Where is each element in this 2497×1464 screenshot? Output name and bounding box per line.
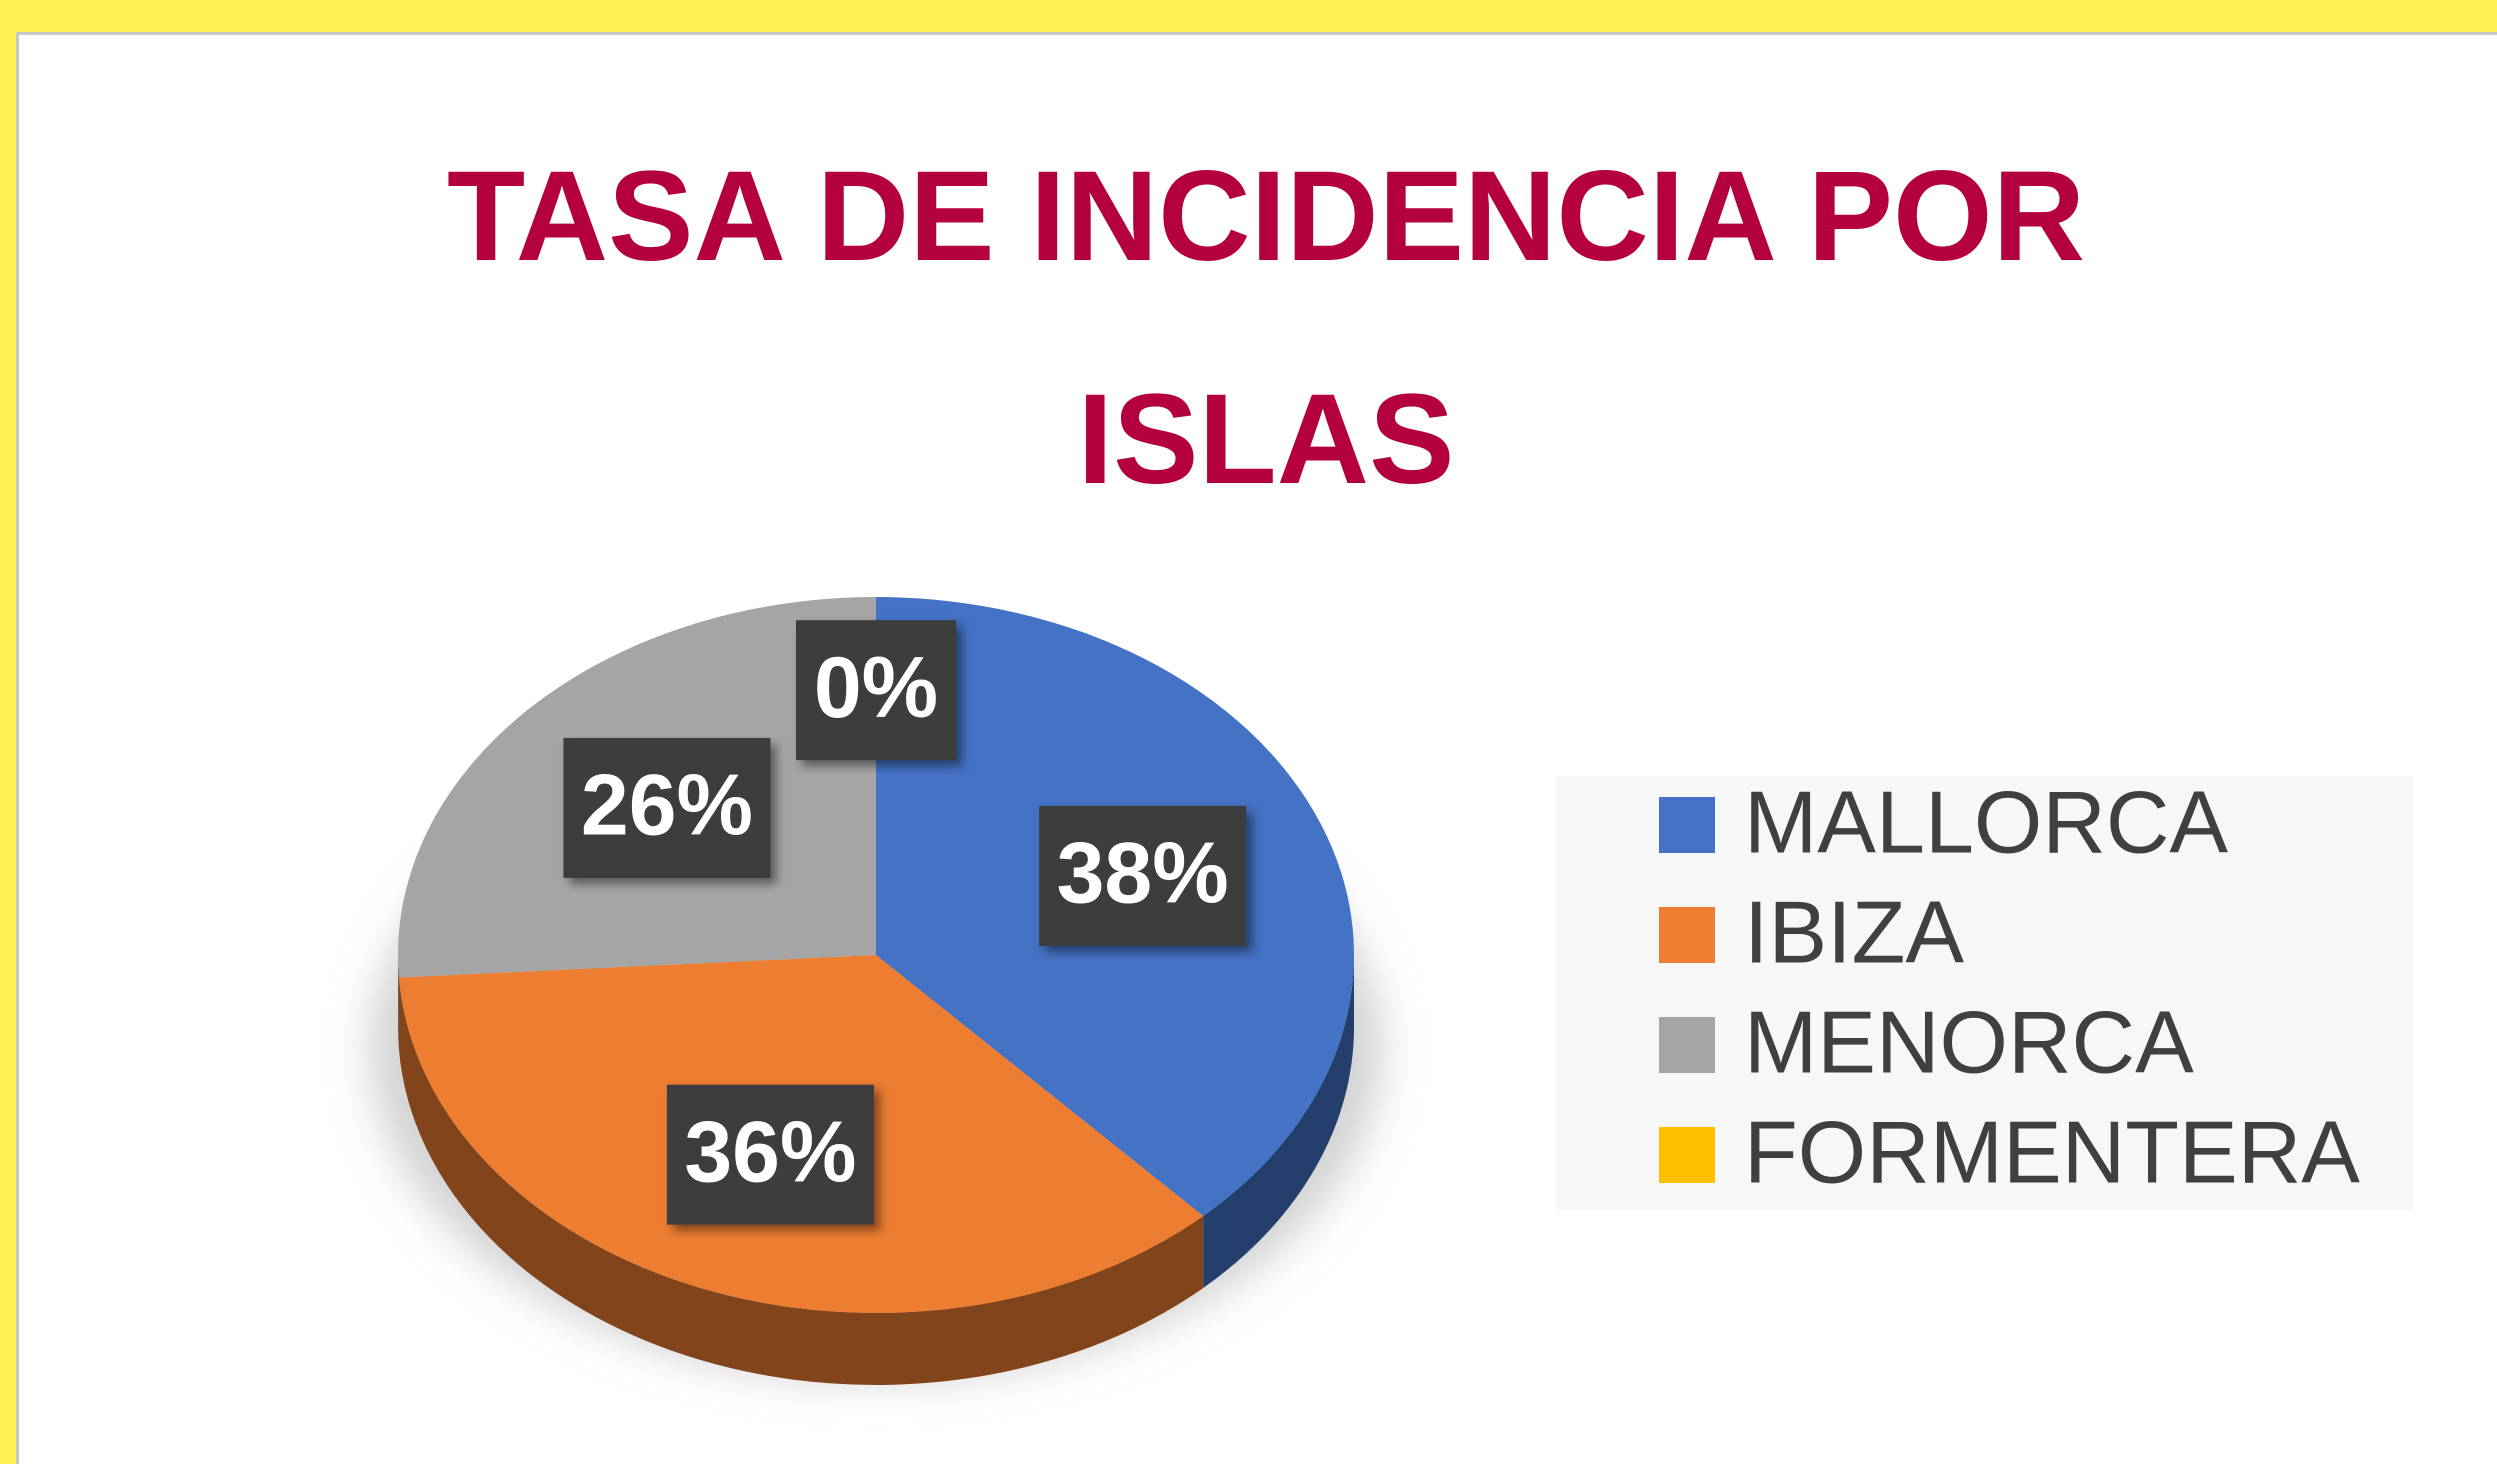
data-label-box — [796, 620, 956, 761]
data-label-box — [1039, 805, 1247, 946]
data-label: 38% — [1057, 826, 1229, 922]
slice-side — [398, 977, 1204, 1385]
slice-side — [398, 955, 399, 1050]
legend-label: FORMENTERA — [1744, 1102, 2360, 1201]
legend-swatch — [1659, 1127, 1715, 1183]
legend-label: IBIZA — [1744, 882, 1964, 981]
data-label-box — [666, 1084, 874, 1225]
legend-swatch — [1659, 907, 1715, 963]
legend-label: MALLORCA — [1744, 772, 2228, 871]
legend-swatch — [1659, 797, 1715, 853]
data-label: 36% — [684, 1104, 856, 1200]
legend-label: MENORCA — [1744, 992, 2194, 1091]
data-label: 26% — [581, 758, 753, 854]
slice-side — [1203, 955, 1354, 1288]
data-label-box — [563, 737, 771, 878]
legend-swatch — [1659, 1017, 1715, 1073]
chart-title: TASA DE INCIDENCIA POR ISLAS — [447, 145, 2085, 511]
data-label: 0% — [814, 640, 938, 736]
